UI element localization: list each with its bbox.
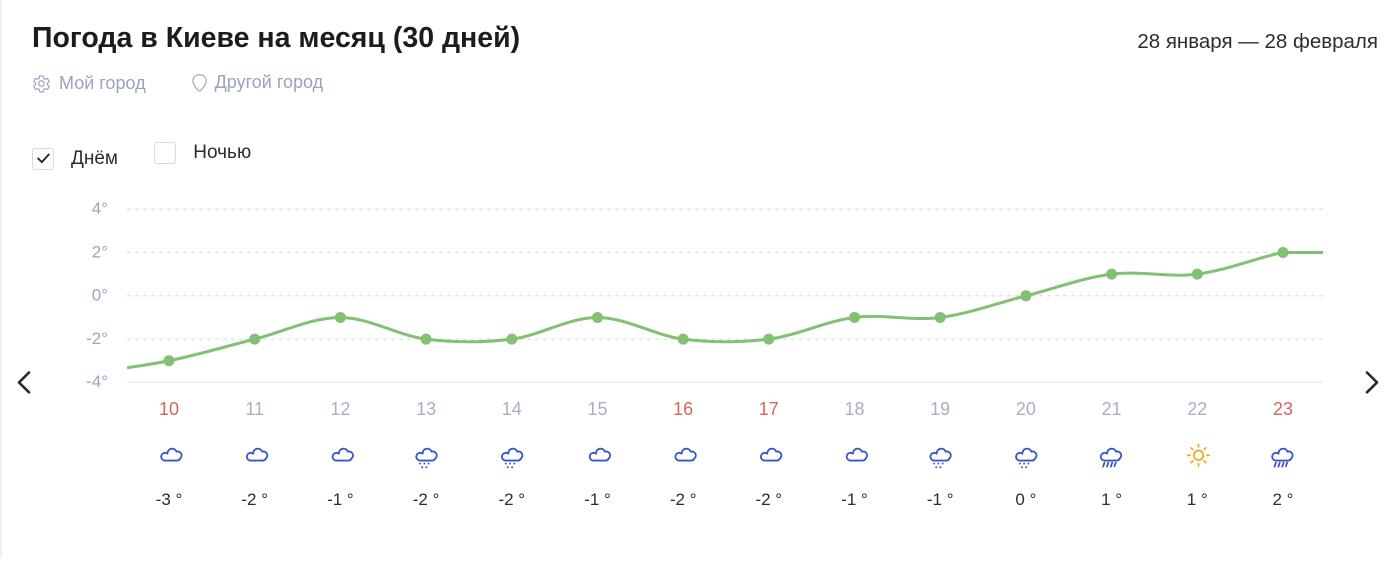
svg-text:11: 11 (245, 399, 264, 419)
svg-text:-1 °: -1 ° (327, 490, 354, 509)
svg-text:-2 °: -2 ° (241, 490, 268, 509)
svg-text:0°: 0° (92, 286, 108, 305)
svg-text:14: 14 (502, 399, 522, 419)
svg-text:18: 18 (844, 399, 864, 419)
svg-text:19: 19 (930, 399, 950, 419)
svg-text:-1 °: -1 ° (584, 490, 611, 509)
svg-text:21: 21 (1102, 399, 1122, 419)
svg-text:16: 16 (673, 399, 693, 419)
svg-text:12: 12 (330, 399, 350, 419)
svg-text:23: 23 (1273, 399, 1293, 419)
svg-text:20: 20 (1016, 399, 1036, 419)
svg-text:1 °: 1 ° (1101, 490, 1122, 509)
svg-text:-2 °: -2 ° (670, 490, 697, 509)
svg-text:-1 °: -1 ° (841, 490, 868, 509)
svg-text:-3 °: -3 ° (156, 490, 183, 509)
svg-text:-2 °: -2 ° (755, 490, 782, 509)
svg-text:10: 10 (159, 399, 179, 419)
svg-text:22: 22 (1187, 399, 1207, 419)
svg-text:1 °: 1 ° (1187, 490, 1208, 509)
svg-text:17: 17 (759, 399, 779, 419)
svg-text:2 °: 2 ° (1273, 490, 1294, 509)
svg-text:-1 °: -1 ° (927, 490, 954, 509)
svg-text:-2 °: -2 ° (413, 490, 440, 509)
svg-text:15: 15 (587, 399, 607, 419)
svg-text:-2 °: -2 ° (498, 490, 525, 509)
svg-text:-2°: -2° (86, 329, 108, 348)
svg-text:-4°: -4° (86, 372, 108, 391)
svg-text:4°: 4° (92, 199, 108, 218)
svg-text:13: 13 (416, 399, 436, 419)
svg-text:0 °: 0 ° (1015, 490, 1036, 509)
svg-text:2°: 2° (92, 242, 108, 261)
